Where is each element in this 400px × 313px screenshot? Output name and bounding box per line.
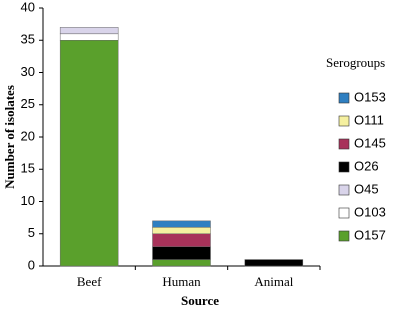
legend-label: O103 [354,204,386,219]
bar-segment [152,227,211,235]
bar-segment [59,40,119,267]
legend-label: O111 [354,112,384,127]
x-axis-label: Source [181,293,219,308]
bar-segment [152,233,211,247]
bar-segment [152,246,211,260]
legend-swatch [338,138,350,150]
legend-swatch [338,92,350,104]
y-tick-label: 25 [21,96,35,111]
y-axis-label: Number of isolates [2,85,17,189]
legend-swatch [338,230,350,242]
legend-swatch [338,184,350,196]
legend-label: O26 [354,158,379,173]
legend-swatch [338,161,350,173]
bar-segment [59,27,119,35]
x-tick-label: Human [162,274,201,289]
y-tick-label: 0 [28,257,35,272]
bar-segment [59,33,119,41]
y-tick-label: 20 [21,128,35,143]
legend-swatch [338,207,350,219]
y-tick-label: 40 [21,0,35,14]
legend-title: Serogroups [326,55,385,70]
y-tick-label: 5 [28,225,35,240]
legend-label: O145 [354,135,386,150]
legend-label: O157 [354,227,386,242]
y-tick-label: 35 [21,32,35,47]
legend-label: O45 [354,181,379,196]
y-tick-label: 15 [21,161,35,176]
bar-segment [152,220,211,228]
x-tick-label: Animal [254,274,293,289]
bar-segment [152,259,211,267]
x-tick-label: Beef [77,274,102,289]
y-tick-label: 30 [21,64,35,79]
bar-segment [244,259,304,267]
legend-swatch [338,115,350,127]
legend-label: O153 [354,89,386,104]
y-tick-label: 10 [21,193,35,208]
